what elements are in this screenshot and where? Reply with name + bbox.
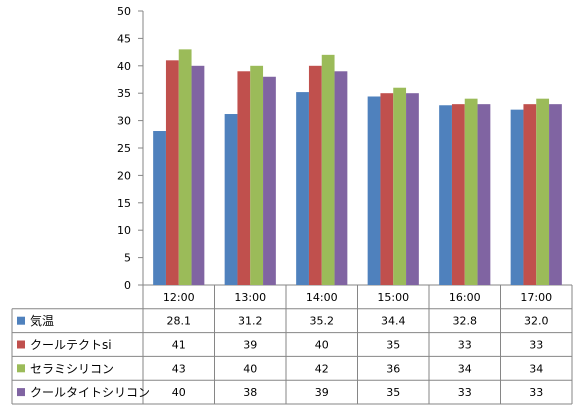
legend-label: セラミシリコン [30, 362, 114, 376]
bar [451, 104, 465, 285]
bar [308, 65, 322, 285]
bar [406, 93, 419, 285]
bars [153, 49, 562, 286]
legend-label: クールテクトsi [30, 338, 112, 352]
data-label: 35.2 [310, 315, 335, 328]
data-label: 33 [529, 339, 543, 352]
data-label: 32.8 [453, 315, 478, 328]
legend-key [17, 316, 25, 325]
data-label: 34.4 [381, 315, 406, 328]
y-tick-label: 40 [117, 60, 131, 73]
y-tick-label: 30 [117, 115, 131, 128]
data-label: 40 [243, 362, 257, 375]
x-tick-label: 13:00 [234, 291, 266, 304]
bar [380, 93, 394, 285]
bar [153, 131, 166, 285]
y-tick-label: 25 [117, 142, 131, 155]
bar [250, 65, 264, 285]
data-label: 33 [458, 339, 472, 352]
data-label: 34 [458, 362, 472, 375]
data-label: 28.1 [167, 315, 192, 328]
legend-label: 気温 [30, 313, 54, 328]
bar [536, 98, 550, 286]
data-label: 33 [529, 386, 543, 399]
bar [477, 104, 491, 285]
data-label: 43 [172, 362, 186, 375]
data-label: 38 [243, 386, 257, 399]
data-label: 42 [315, 362, 329, 375]
bar [165, 60, 179, 285]
data-label: 40 [172, 386, 186, 399]
x-tick-label: 15:00 [377, 291, 409, 304]
axes: 0 5 10 15 20 25 30 35 40 45 50 [117, 5, 144, 292]
bar [393, 87, 407, 285]
bar [464, 98, 478, 286]
data-label: 35 [386, 339, 400, 352]
x-tick-label: 17:00 [520, 291, 552, 304]
y-tick-label: 5 [124, 252, 131, 265]
bar [224, 114, 238, 286]
data-label: 33 [458, 386, 472, 399]
data-label: 39 [243, 339, 257, 352]
data-label: 36 [386, 362, 400, 375]
y-tick-label: 0 [124, 279, 131, 292]
bar [549, 104, 562, 285]
bar [334, 71, 348, 285]
legend-key [17, 364, 25, 373]
bar [523, 104, 537, 285]
bar [263, 76, 276, 285]
x-tick-label: 16:00 [449, 291, 481, 304]
legend-label: クールタイトシリコン [30, 386, 150, 400]
bar [367, 96, 381, 286]
bar [439, 105, 452, 285]
y-tick-label: 20 [117, 169, 131, 182]
data-label: 39 [315, 386, 329, 399]
bar [237, 71, 251, 285]
data-label: 32.0 [524, 315, 549, 328]
data-label: 35 [386, 386, 400, 399]
y-tick-label: 35 [117, 87, 131, 100]
x-tick-label: 14:00 [306, 291, 338, 304]
data-label: 31.2 [238, 315, 263, 328]
data-label: 40 [315, 339, 329, 352]
bar [296, 92, 309, 285]
legend-key [17, 340, 25, 349]
bar [510, 109, 524, 285]
y-tick-label: 10 [117, 224, 131, 237]
y-tick-label: 15 [117, 197, 131, 210]
data-label: 41 [172, 339, 186, 352]
bar [191, 65, 205, 285]
x-tick-label: 12:00 [163, 291, 195, 304]
legend-key [17, 388, 25, 397]
y-tick-label: 45 [117, 32, 131, 45]
y-tick-label: 50 [117, 5, 131, 18]
data-table: 12:00 13:00 14:00 15:00 16:00 17:00 気温 28.1 31.2… [11, 284, 573, 405]
bar [321, 54, 335, 286]
bar [178, 49, 192, 285]
data-label: 34 [529, 362, 543, 375]
